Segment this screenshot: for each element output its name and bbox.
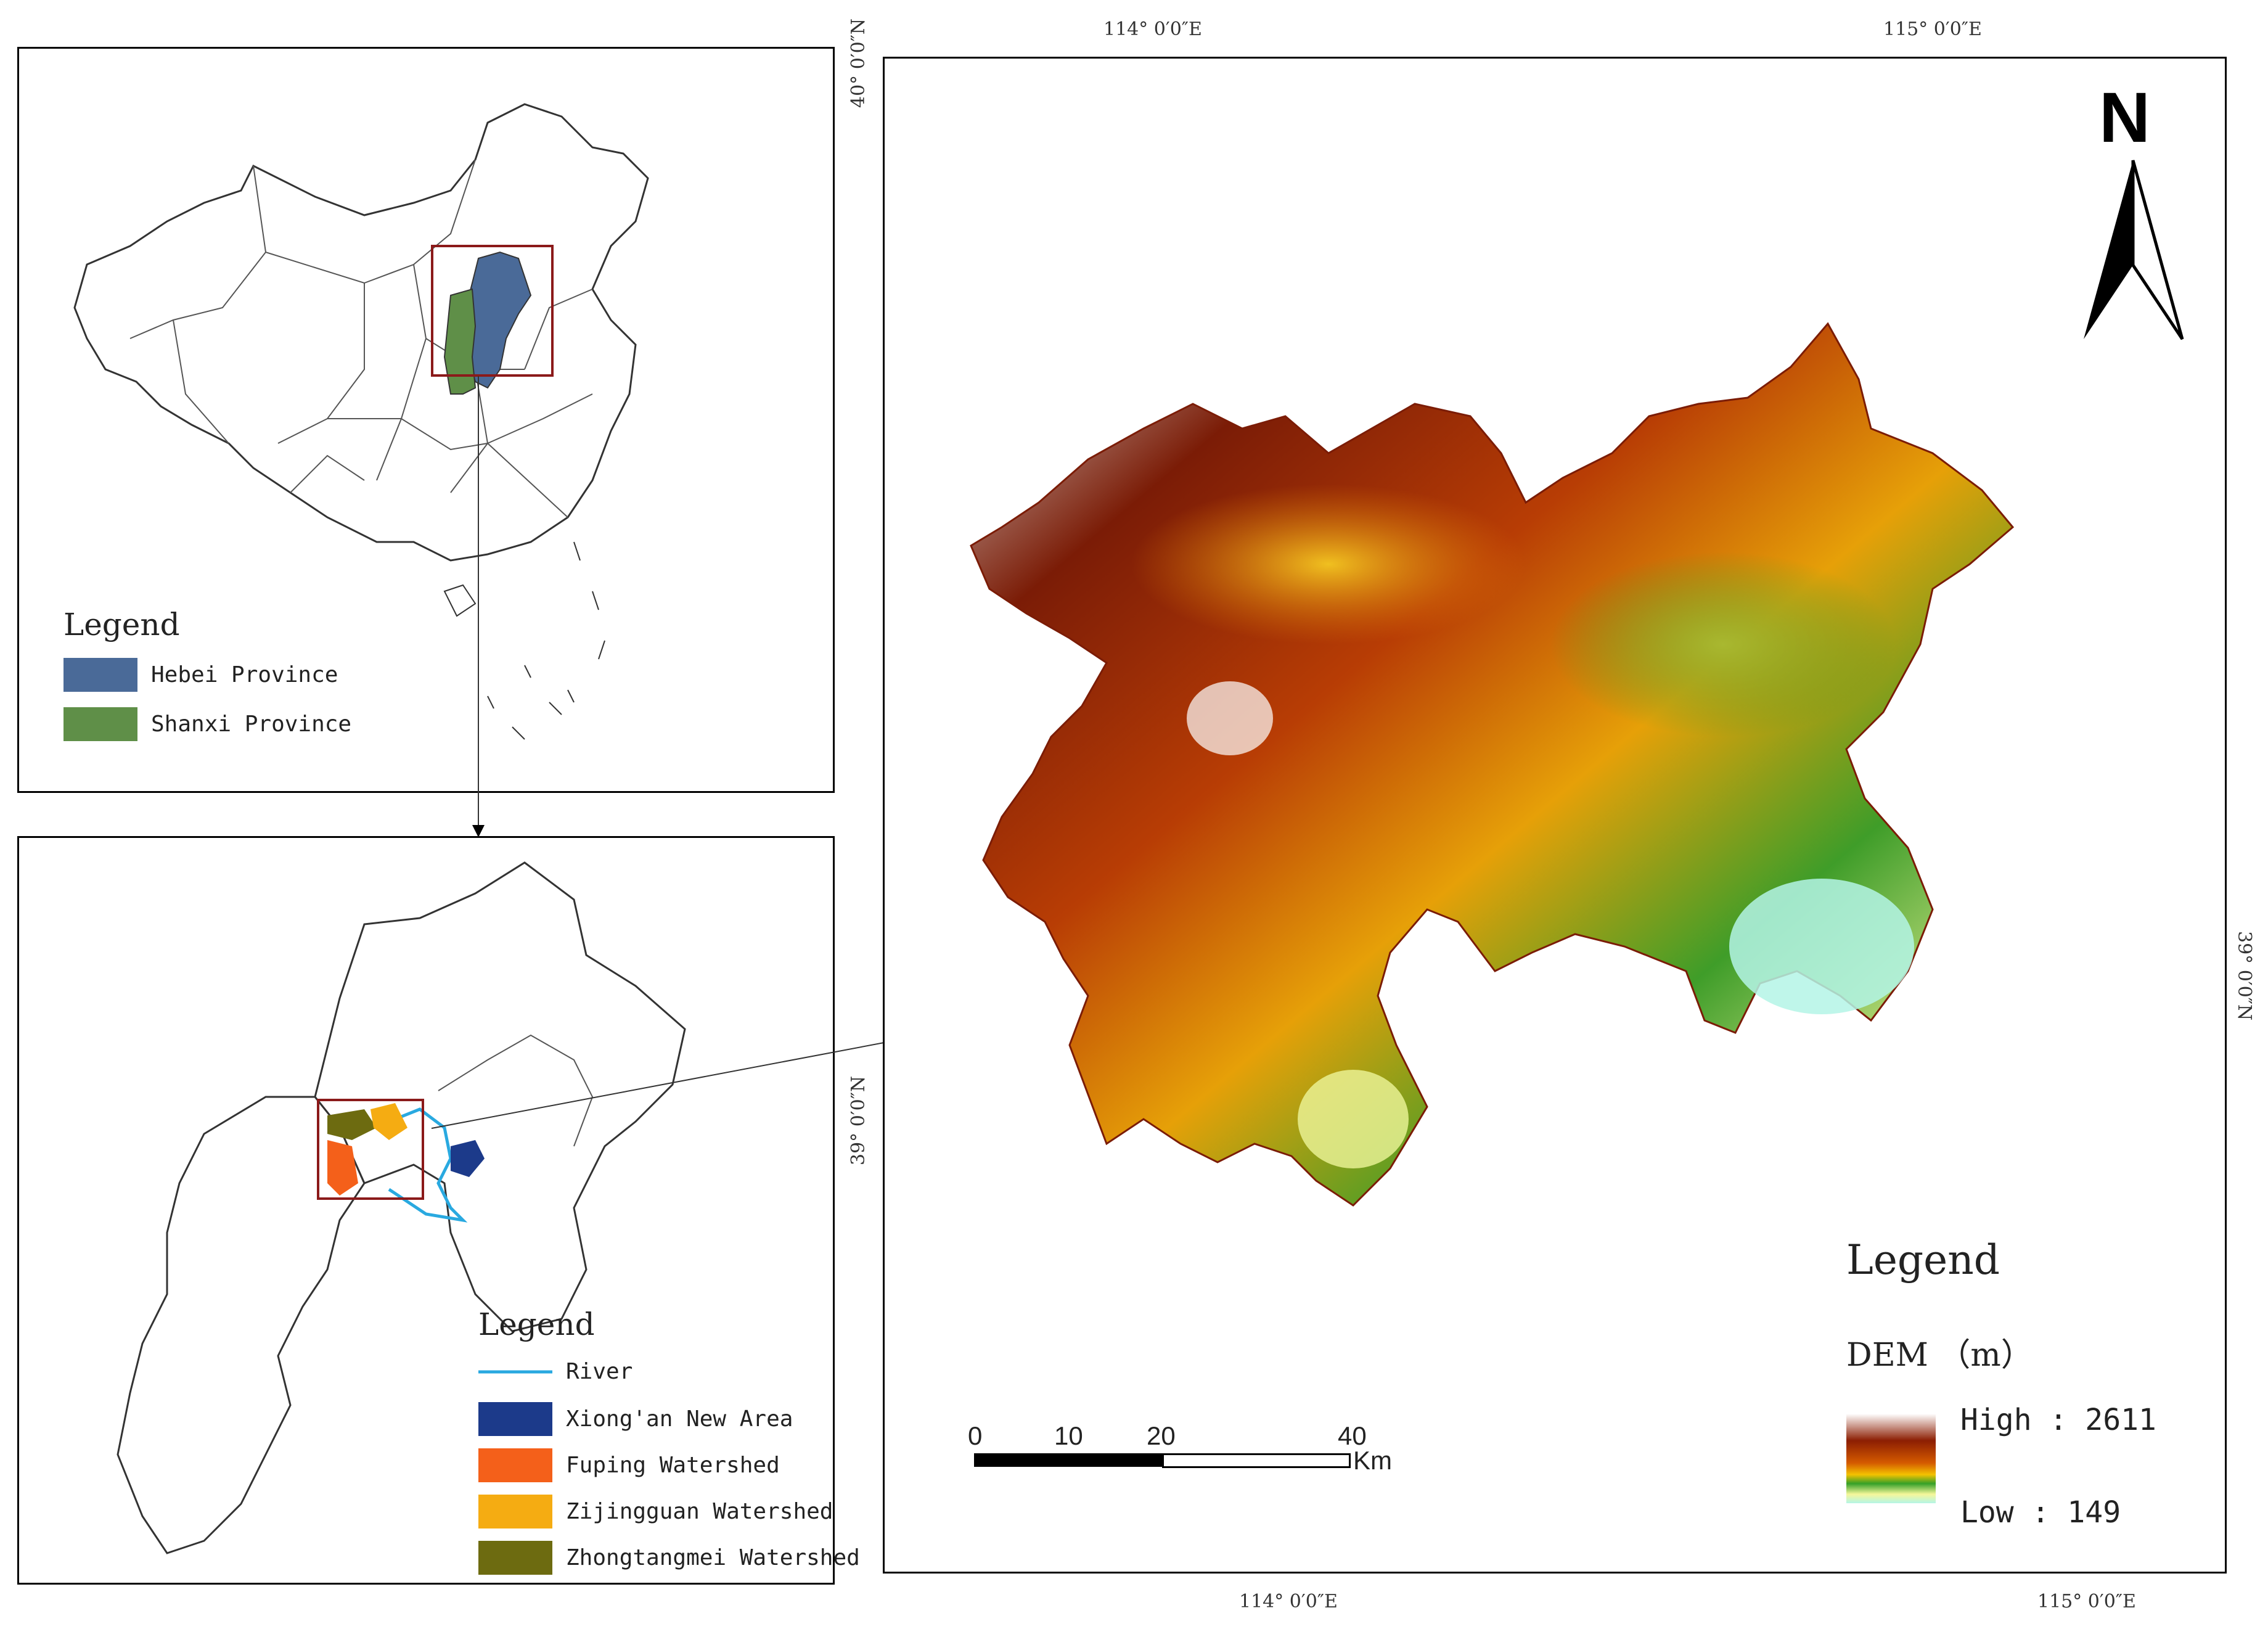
legend-item-river: River [478,1359,633,1384]
xiongan-shape [451,1140,485,1177]
dem-unit-label: DEM （m） [1846,1337,2033,1374]
legend-item-zijingguan: Zijingguan Watershed [478,1495,833,1528]
zijingguan-label: Zijingguan Watershed [566,1499,833,1524]
legend-item-hebei: Hebei Province [63,658,338,692]
river-symbol [478,1370,552,1373]
top-legend-title: Legend [63,607,180,642]
watershed-dem-area [970,322,2015,1207]
hebei-inner-border [438,1034,594,1147]
hebei-province-shape [468,251,532,389]
xiongan-swatch [478,1402,552,1436]
zhongtangmei-shape [327,1109,377,1140]
dem-map-panel: N 0 10 20 40 Km Legend DEM （m） High : 26… [883,57,2227,1574]
zhongtangmei-swatch [478,1541,552,1575]
upland-valley-east [1550,552,1896,737]
china-border [73,103,649,562]
coord-bottom-right: 115° 0′0″E [2037,1591,2136,1612]
shanxi-swatch [63,707,137,741]
coord-top-right: 115° 0′0″E [1883,18,1982,40]
coord-right: 39° 0′0″N [2233,931,2255,1021]
legend-item-shanxi: Shanxi Province [63,707,351,741]
coord-bottom-left: 114° 0′0″E [1239,1591,1338,1612]
fuping-shape [327,1140,358,1196]
upland-valley-north [1131,484,1526,644]
hainan-island [443,584,477,617]
scale-tick-20: 20 [1147,1421,1176,1450]
scale-bar-black [974,1453,1162,1467]
bottom-legend-title: Legend [478,1307,595,1342]
fuping-label: Fuping Watershed [566,1453,780,1478]
scale-unit: Km [1353,1446,1392,1475]
north-label: N [2099,78,2151,157]
legend-item-xiongan: Xiong'an New Area [478,1402,793,1436]
zhongtangmei-label: Zhongtangmei Watershed [566,1545,860,1570]
scale-bar: 0 10 20 40 Km [968,1421,1406,1475]
scale-tick-40: 40 [1338,1421,1367,1450]
dem-low-label: Low : 149 [1960,1495,2121,1530]
river-label: River [566,1359,633,1384]
fuping-swatch [478,1448,552,1482]
coord-top-left: 114° 0′0″E [1103,18,1202,40]
lowland-south [1298,1070,1409,1168]
shanxi-province-shape [443,288,477,395]
zijingguan-shape [370,1103,407,1140]
xiongan-label: Xiong'an New Area [566,1406,793,1432]
north-arrow-icon [2084,160,2184,340]
river-line [388,1107,468,1223]
coord-left-bottom: 39° 0′0″N [848,1075,869,1165]
shanxi-label: Shanxi Province [151,712,352,737]
dem-high-label: High : 2611 [1960,1403,2156,1437]
china-outline-map [73,103,649,740]
dem-legend-title: Legend [1846,1236,2000,1284]
watershed-highlight-box [317,1099,424,1200]
lowland-east [1729,879,1914,1014]
hebei-swatch [63,658,137,692]
scale-bar-white [1162,1453,1351,1468]
scale-tick-10: 10 [1054,1421,1083,1450]
hebei-label: Hebei Province [151,662,338,687]
scale-tick-0: 0 [968,1421,983,1450]
dem-terrain [970,322,2015,1207]
zijingguan-swatch [478,1495,552,1528]
china-overview-panel: Legend Hebei Province Shanxi Province [17,47,835,793]
study-area-highlight-box [431,245,554,377]
coord-left-top: 40° 0′0″N [848,18,869,108]
hebei-outline [314,861,686,1332]
legend-item-fuping: Fuping Watershed [478,1448,780,1482]
region-panel: Legend River Xiong'an New Area Fuping Wa… [17,836,860,1585]
south-sea-islands [487,541,605,740]
dem-color-ramp [1846,1414,1936,1503]
legend-item-zhongtangmei: Zhongtangmei Watershed [478,1541,860,1575]
peak-highlight [1187,681,1273,755]
